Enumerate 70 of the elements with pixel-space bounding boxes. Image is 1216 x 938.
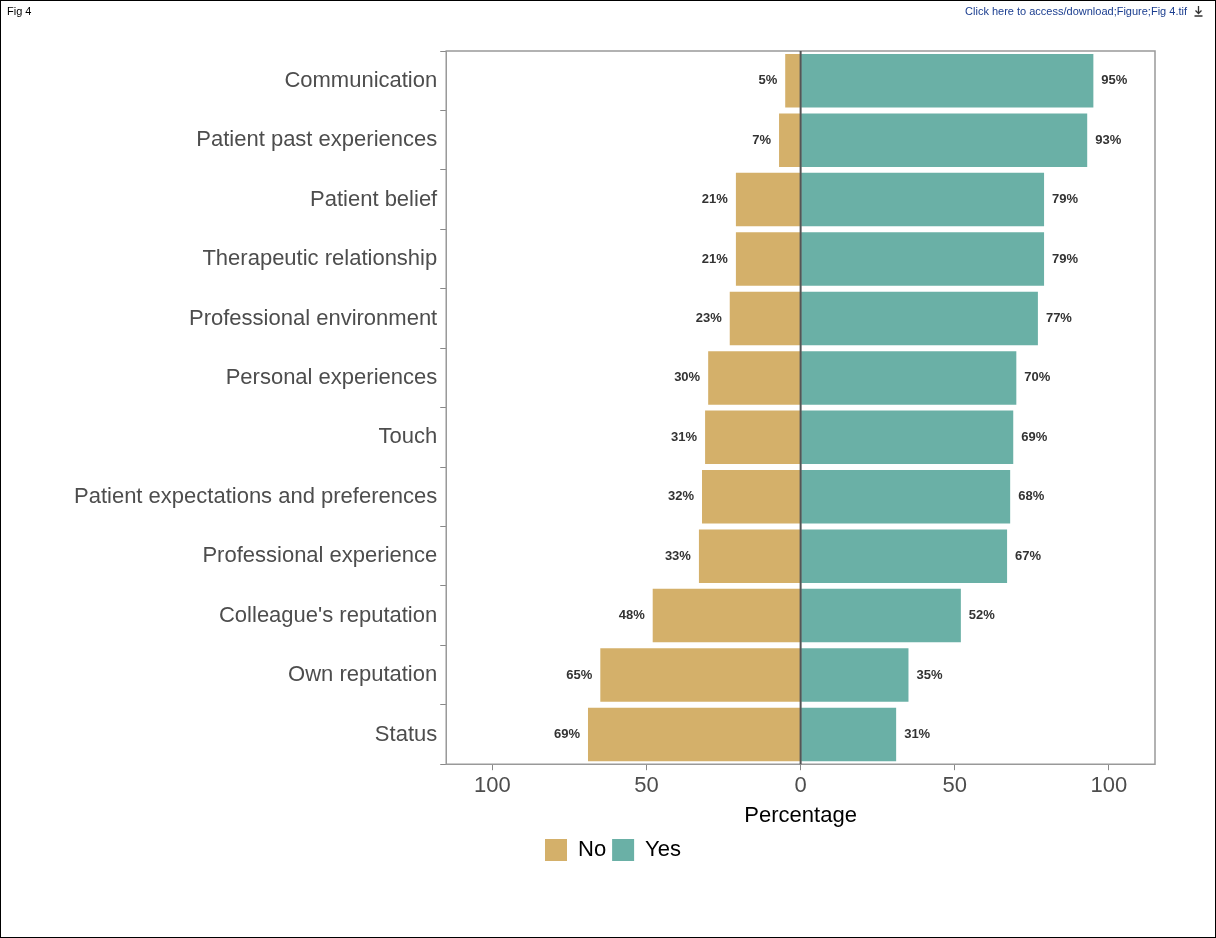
bar <box>801 707 897 762</box>
data-label: 70% <box>1024 369 1051 385</box>
y-tick-label: Own reputation <box>288 661 438 687</box>
data-label: 77% <box>1045 310 1073 326</box>
y-tick-label: Patient belief <box>310 185 439 211</box>
data-label: 65% <box>566 666 593 682</box>
bar <box>801 410 1014 465</box>
data-label: 52% <box>968 607 996 623</box>
data-label: 68% <box>1018 488 1045 504</box>
bar <box>705 410 801 465</box>
bar <box>785 53 801 108</box>
data-label: 32% <box>667 488 695 504</box>
y-tick-label: Professional environment <box>188 304 438 330</box>
legend-label: Yes <box>645 836 682 862</box>
bar <box>801 232 1045 286</box>
data-label: 69% <box>1021 428 1048 444</box>
x-tick-label: 100 <box>474 772 511 798</box>
bar <box>801 351 1017 405</box>
y-tick-label: Professional experience <box>202 542 438 568</box>
x-axis-title: Percentage <box>744 801 857 827</box>
bar <box>801 172 1045 227</box>
bar <box>698 529 801 583</box>
x-tick-label: 100 <box>1090 772 1128 798</box>
y-tick-label: Personal experiences <box>225 363 438 389</box>
bar <box>801 291 1038 346</box>
data-label: 21% <box>701 191 729 207</box>
x-tick-label: 0 <box>794 772 807 798</box>
bar <box>801 648 909 702</box>
y-tick-label: Communication <box>284 66 438 92</box>
legend-label: No <box>577 836 607 862</box>
data-label: 35% <box>916 666 943 682</box>
y-tick-label: Status <box>374 720 438 746</box>
bar <box>652 588 801 643</box>
data-label: 67% <box>1015 547 1042 563</box>
data-label: 48% <box>618 607 646 623</box>
data-label: 33% <box>664 547 692 563</box>
data-label: 23% <box>695 310 723 326</box>
bar <box>702 470 801 524</box>
bar <box>779 113 801 167</box>
data-label: 69% <box>553 726 581 742</box>
bar <box>587 707 801 762</box>
x-tick-label: 50 <box>634 772 659 798</box>
bar <box>801 529 1008 583</box>
bar <box>801 53 1094 108</box>
data-label: 21% <box>701 250 729 266</box>
data-label: 7% <box>752 131 772 147</box>
bar <box>729 291 801 346</box>
data-label: 79% <box>1052 191 1079 207</box>
data-label: 31% <box>904 726 931 742</box>
y-tick-label: Therapeutic relationship <box>202 245 438 271</box>
bar <box>600 648 801 702</box>
y-tick-label: Colleague's reputation <box>218 601 438 627</box>
text: Click here to access/download;Figure;Fig 4.tif <box>965 5 1187 17</box>
bar <box>801 470 1011 524</box>
bar <box>735 232 801 286</box>
bar <box>708 351 801 405</box>
data-label: 79% <box>1052 250 1079 266</box>
y-tick-label: Patient expectations and preferences <box>73 482 438 508</box>
bar <box>735 172 801 227</box>
data-label: 31% <box>671 428 698 444</box>
caption: Fig 4 <box>7 5 32 17</box>
y-tick-label: Patient past experiences <box>196 126 438 152</box>
bar <box>801 113 1088 167</box>
data-label: 93% <box>1095 131 1122 147</box>
data-label: 30% <box>674 369 701 385</box>
data-label: 5% <box>758 72 778 88</box>
data-label: 95% <box>1101 72 1128 88</box>
bar <box>801 588 961 643</box>
y-tick-label: Touch <box>378 423 438 449</box>
x-tick-label: 50 <box>942 772 967 798</box>
